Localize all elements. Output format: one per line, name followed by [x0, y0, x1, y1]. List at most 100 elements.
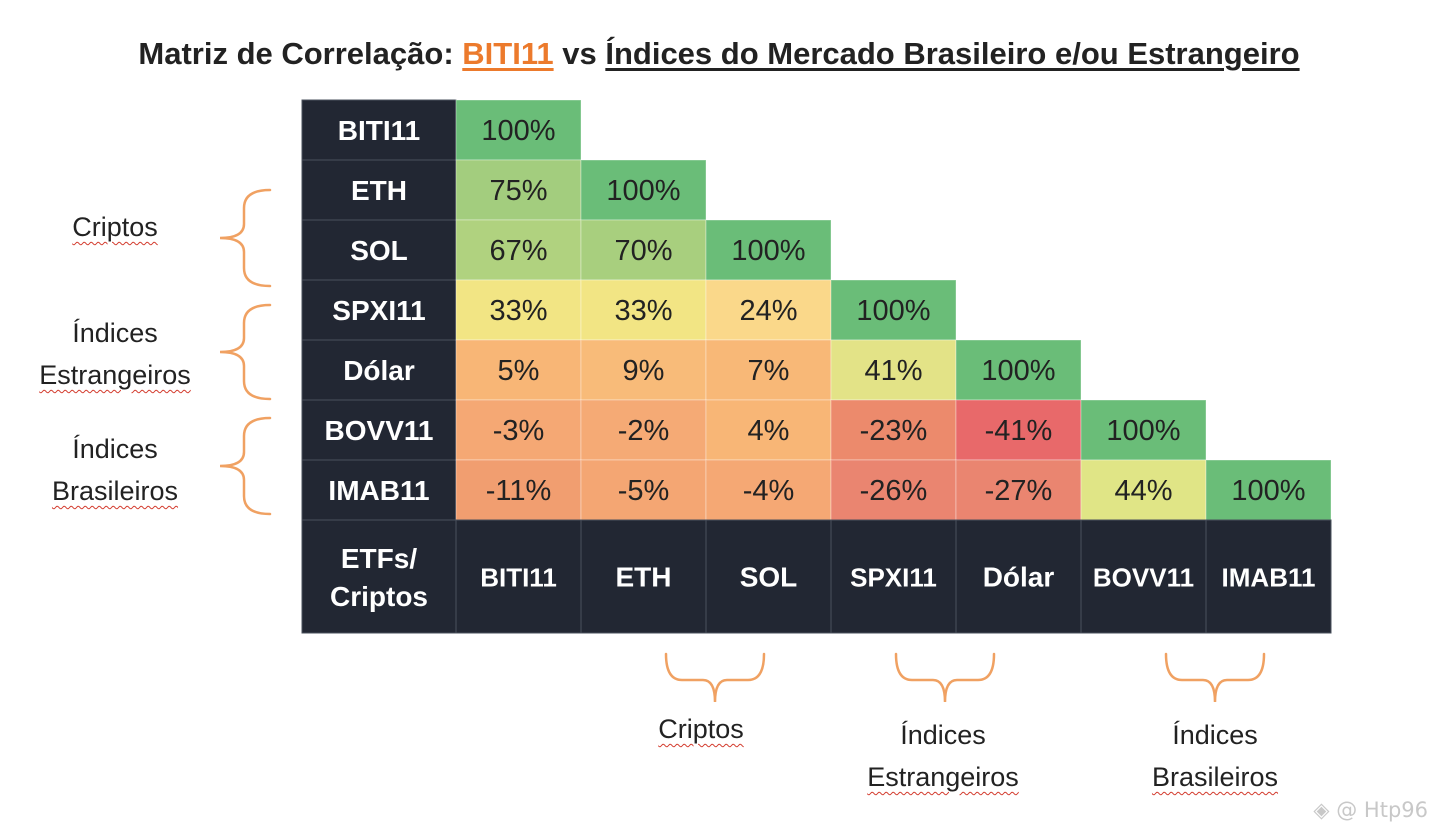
column-header-sol [705, 519, 832, 634]
row-label-biti11: BITI11 [338, 115, 420, 146]
column-header-dolar [955, 519, 1082, 634]
column-label-imab11: IMAB11 [1222, 563, 1316, 593]
left-group-criptos: Criptos [30, 206, 200, 248]
cell-value-spxi11-biti11: 33% [489, 295, 547, 327]
cell-value-dolar-spxi11: 41% [864, 355, 922, 387]
corner-label-line2: Criptos [330, 581, 428, 612]
column-header-eth [580, 519, 707, 634]
cell-bovv11-dolar [955, 399, 1082, 461]
title-highlight: BITI11 [462, 36, 554, 71]
corner-header [301, 519, 457, 634]
cell-dolar-dolar [955, 339, 1082, 401]
column-header-imab11 [1205, 519, 1332, 634]
row-label-spxi11: SPXI11 [332, 295, 425, 326]
row-header-eth [301, 159, 457, 221]
column-label-biti11: BITI11 [480, 563, 557, 593]
bottom-group-indices-estrangeiros: Índices Estrangeiros [843, 714, 1043, 798]
cell-value-imab11-eth: -5% [618, 475, 670, 507]
cell-value-imab11-sol: -4% [743, 475, 795, 507]
left-brace-indices-estrangeiros [219, 303, 272, 401]
column-label-spxi11: SPXI11 [850, 563, 937, 593]
left-brace-criptos [219, 188, 272, 288]
cell-biti11-biti11 [455, 99, 582, 161]
cell-eth-eth [580, 159, 707, 221]
cell-value-bovv11-dolar: -41% [985, 415, 1053, 447]
corner-label-line1: ETFs/ [341, 543, 417, 574]
cell-imab11-spxi11 [830, 459, 957, 521]
cell-value-dolar-biti11: 5% [498, 355, 540, 387]
column-label-dolar: Dólar [983, 562, 1055, 593]
title-prefix: Matriz de Correlação: [138, 36, 454, 71]
cell-imab11-eth [580, 459, 707, 521]
cell-sol-biti11 [455, 219, 582, 281]
cell-value-dolar-dolar: 100% [981, 355, 1055, 387]
bottom-group-brasileiros-line2: Brasileiros [1151, 762, 1279, 792]
column-header-bovv11 [1080, 519, 1207, 634]
row-header-biti11 [301, 99, 457, 161]
cell-sol-eth [580, 219, 707, 281]
title-middle: vs [562, 36, 597, 71]
bottom-group-brasileiros-line1: Índices [1172, 720, 1258, 750]
cell-value-eth-eth: 100% [606, 175, 680, 207]
bottom-group-indices-brasileiros: Índices Brasileiros [1115, 714, 1315, 798]
bottom-brace-indices-estrangeiros [894, 652, 996, 703]
cell-value-bovv11-biti11: -3% [493, 415, 545, 447]
cell-value-eth-biti11: 75% [489, 175, 547, 207]
column-header-spxi11 [830, 519, 957, 634]
column-label-bovv11: BOVV11 [1093, 563, 1194, 593]
cell-value-sol-biti11: 67% [489, 235, 547, 267]
cell-value-imab11-spxi11: -26% [860, 475, 928, 507]
left-group-indices-estrangeiros: Índices Estrangeiros [18, 312, 212, 396]
cell-bovv11-bovv11 [1080, 399, 1207, 461]
left-group-brasileiros-line2: Brasileiros [51, 476, 179, 506]
watermark: ◈ @ Htp96 [1313, 798, 1428, 822]
row-label-dolar: Dólar [343, 355, 415, 386]
cell-value-bovv11-bovv11: 100% [1106, 415, 1180, 447]
left-group-indices-brasileiros: Índices Brasileiros [18, 428, 212, 512]
cell-imab11-biti11 [455, 459, 582, 521]
cell-value-biti11-biti11: 100% [481, 115, 555, 147]
cell-bovv11-spxi11 [830, 399, 957, 461]
cell-value-spxi11-spxi11: 100% [856, 295, 930, 327]
left-group-estrangeiros-line2: Estrangeiros [39, 360, 191, 390]
cell-value-imab11-bovv11: 44% [1114, 475, 1172, 507]
cell-spxi11-spxi11 [830, 279, 957, 341]
cell-spxi11-biti11 [455, 279, 582, 341]
row-label-imab11: IMAB11 [328, 475, 429, 506]
cell-value-spxi11-eth: 33% [614, 295, 672, 327]
cell-value-bovv11-sol: 4% [748, 415, 790, 447]
cell-value-dolar-eth: 9% [623, 355, 665, 387]
cell-value-bovv11-eth: -2% [618, 415, 670, 447]
title-underlined: Índices do Mercado Brasileiro e/ou Estra… [605, 36, 1300, 71]
bottom-group-estrangeiros-line1: Índices [900, 720, 986, 750]
bottom-brace-criptos [664, 652, 766, 703]
cell-bovv11-biti11 [455, 399, 582, 461]
cell-value-bovv11-spxi11: -23% [860, 415, 928, 447]
bottom-group-criptos: Criptos [613, 708, 789, 750]
left-brace-indices-brasileiros [219, 416, 272, 516]
column-label-sol: SOL [740, 562, 798, 593]
cell-imab11-imab11 [1205, 459, 1332, 521]
column-header-biti11 [455, 519, 582, 634]
left-group-criptos-line1: Criptos [72, 212, 158, 242]
bottom-brace-indices-brasileiros [1164, 652, 1266, 703]
row-label-bovv11: BOVV11 [325, 415, 434, 446]
bottom-group-estrangeiros-line2: Estrangeiros [867, 762, 1019, 792]
row-header-spxi11 [301, 279, 457, 341]
row-header-imab11 [301, 459, 457, 521]
cell-value-imab11-biti11: -11% [486, 475, 552, 507]
cell-imab11-dolar [955, 459, 1082, 521]
cell-dolar-biti11 [455, 339, 582, 401]
left-group-estrangeiros-line1: Índices [72, 318, 158, 348]
cell-bovv11-eth [580, 399, 707, 461]
cell-value-sol-eth: 70% [614, 235, 672, 267]
cell-eth-biti11 [455, 159, 582, 221]
cell-value-dolar-sol: 7% [748, 355, 790, 387]
cell-value-imab11-imab11: 100% [1231, 475, 1305, 507]
column-label-eth: ETH [616, 562, 672, 593]
cell-value-sol-sol: 100% [731, 235, 805, 267]
bottom-group-criptos-line1: Criptos [658, 714, 744, 744]
chart-title: Matriz de Correlação: BITI11 vs Índices … [0, 36, 1438, 72]
cell-dolar-sol [705, 339, 832, 401]
